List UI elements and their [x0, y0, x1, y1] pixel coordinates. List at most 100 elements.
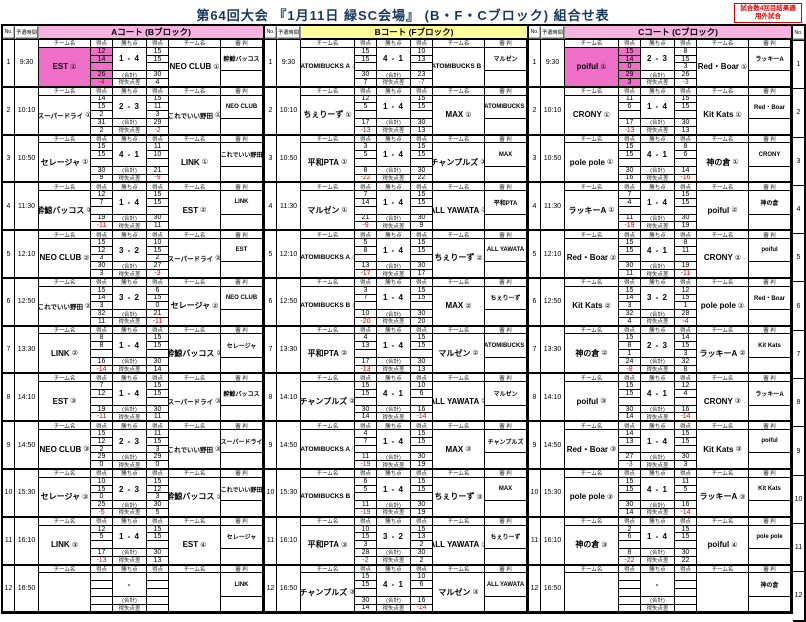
team-header: チーム名: [301, 470, 355, 478]
score-header: 得点: [147, 422, 169, 431]
match-time: 12:50: [277, 278, 301, 326]
referee-header: 審 判: [221, 231, 263, 239]
set1-score-left: 7: [91, 382, 113, 391]
total-score-left: 29: [91, 453, 113, 462]
team-order-badge: ②: [472, 350, 479, 358]
win-points-header: 勝ち点: [641, 326, 675, 335]
set1-score-left: 15: [619, 143, 641, 152]
set3-score-right: [675, 397, 697, 406]
team-order-badge: ①: [82, 159, 89, 167]
diff-label: 得失点差: [641, 365, 675, 374]
diff-label: 得失点差: [377, 365, 411, 374]
diff-label: 得失点差: [113, 365, 147, 374]
diff-label: 得失点差: [377, 604, 411, 613]
team-name-text: CRONY: [703, 396, 733, 406]
score-header: 得点: [147, 278, 169, 287]
score-header: 得点: [675, 517, 697, 526]
pairing-cell: 2 - 3: [113, 430, 147, 454]
score-header: 得点: [147, 231, 169, 239]
match-time: 14:50: [541, 422, 565, 470]
team-order-badge: ③: [352, 445, 354, 453]
set1-score-left: 3: [355, 286, 377, 295]
total-label: (合計): [641, 71, 675, 79]
pairing-cell: 1 - 4: [641, 430, 675, 454]
referee-empty-cell: [485, 310, 527, 326]
set3-score-right: 1: [675, 302, 697, 311]
match-time: 15:30: [277, 470, 301, 517]
team-name-text: Kit Kats: [703, 444, 734, 454]
score-header: 得点: [619, 278, 641, 287]
score-header: 得点: [91, 517, 113, 526]
total-label: (合計): [113, 405, 147, 414]
time-column-header: 予選時間: [15, 26, 39, 39]
referee-empty-cell: [749, 453, 791, 470]
referee-cell: 平和PTA: [485, 191, 527, 215]
team-order-badge: ②: [216, 349, 220, 357]
team-name-text: ちぇりーず: [303, 110, 344, 120]
set2-score-left: 12: [91, 390, 113, 398]
score-header: 得点: [411, 40, 433, 48]
team-header: チーム名: [565, 326, 619, 335]
point-diff-left: -5: [91, 509, 113, 517]
team-name-right: ALL YAWATA①: [433, 191, 485, 231]
point-diff-right: 19: [675, 222, 697, 231]
total-score-left: 19: [91, 405, 113, 414]
team-header: チーム名: [433, 231, 485, 239]
team-header: チーム名: [433, 517, 485, 526]
team-header: チーム名: [697, 517, 749, 526]
score-header: 得点: [619, 326, 641, 335]
set3-score-left: [91, 63, 113, 72]
match-no: 5: [793, 233, 804, 282]
match-no: 3: [793, 136, 804, 185]
team-name-text: これでいい野田: [39, 303, 84, 311]
win-points-header: 勝ち点: [377, 278, 411, 287]
total-score-right: 30: [675, 549, 697, 557]
match-time: 11:30: [277, 183, 301, 231]
no-column-header: No.: [265, 26, 277, 39]
referee-empty-cell: [485, 501, 527, 517]
total-label: (合計): [641, 214, 675, 223]
schedule-table: No. 予選時間 Aコート (Bブロック) 1 9:30 チーム名 得点 勝ち点 得点 チーム名審…: [1, 24, 806, 622]
match-block: 2 10:10 チーム名 得点 勝ち点 得点 チーム名審 判ちぇりーず ① 12 5 17 -13 1 …: [265, 86, 527, 135]
diff-label: 得失点差: [113, 604, 147, 613]
set3-score-right: 2: [147, 254, 169, 263]
set2-score-right: 15: [147, 390, 169, 398]
team-name-right: CRONY ②: [697, 238, 749, 278]
point-diff-right: 5: [147, 509, 169, 517]
team-name-left: NEO CLUB ②: [39, 238, 91, 278]
match-time: 12:50: [15, 278, 39, 326]
total-score-left: 28: [355, 549, 377, 557]
point-diff-left: -14: [91, 365, 113, 374]
team-name-text: スーパードライ: [169, 255, 214, 263]
point-diff-right: -4: [675, 317, 697, 326]
point-diff-left: -22: [619, 556, 641, 565]
team-name-right: スーパードライ ②: [169, 238, 221, 278]
set2-score-left: 5: [355, 151, 377, 159]
score-header: 得点: [355, 40, 377, 48]
team-name-text: MAX: [445, 110, 464, 120]
pairing-cell: 3 - 2: [377, 525, 411, 549]
point-diff-right: -2: [147, 126, 169, 135]
match-block: 2 10:10 チーム名 得点 勝ち点 得点 チーム名審 判 CRONY ① 11 6 17 -13 1 …: [529, 86, 791, 135]
total-label: (合計): [113, 71, 147, 79]
point-diff-left: [91, 604, 113, 613]
match-no: 4: [3, 183, 15, 231]
referee-cell: NEO CLUB: [221, 286, 263, 311]
diff-label: 得失点差: [377, 222, 411, 231]
score-header: 得点: [619, 422, 641, 431]
team-name-left: スーパードライ ①: [39, 95, 91, 135]
team-name-left: YATOMIBUCKS B③: [301, 477, 355, 517]
set1-score-right: 10: [147, 238, 169, 247]
match-time: 16:50: [277, 565, 301, 613]
team-header: チーム名: [39, 517, 91, 526]
set3-score-right: [147, 158, 169, 167]
team-name-left: poiful ③: [565, 382, 619, 422]
set1-score-right: 15: [411, 238, 433, 247]
score-header: 得点: [91, 422, 113, 431]
point-diff-left: -2: [355, 556, 377, 565]
team-header: チーム名: [433, 326, 485, 335]
page-title: 第64回大会 『1月11日 緑SC会場』 (B・F・Cブロック) 組合せ表: [196, 8, 610, 23]
match-no: 2: [265, 87, 277, 135]
score-header: 得点: [147, 374, 169, 383]
diff-label: 得失点差: [377, 78, 411, 87]
